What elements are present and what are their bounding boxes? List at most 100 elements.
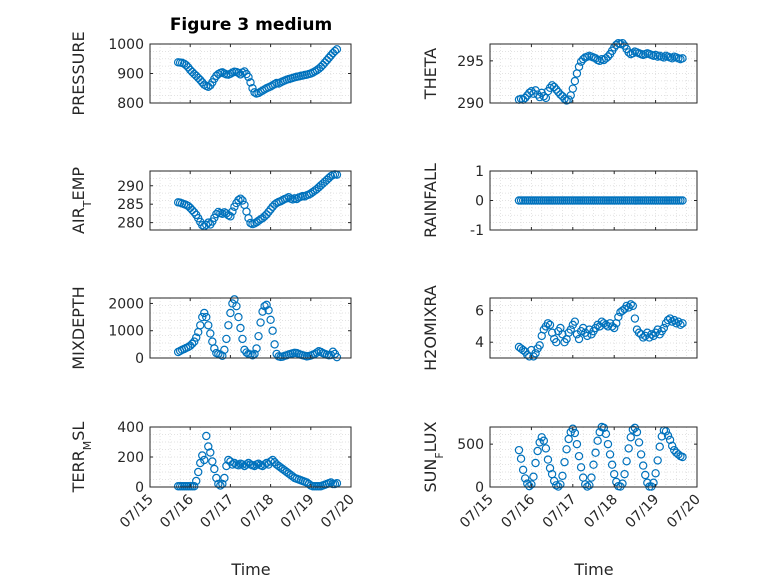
data-point	[589, 460, 598, 469]
data-point	[591, 448, 600, 457]
data-point	[556, 480, 565, 489]
data-point	[234, 195, 243, 205]
data-point	[232, 301, 241, 311]
data-point	[254, 331, 263, 341]
data-point	[218, 479, 227, 489]
data-point	[254, 459, 263, 468]
y-axis-label-subscript: T	[81, 200, 94, 208]
data-point	[270, 340, 279, 349]
data-point	[527, 480, 536, 489]
data-point	[605, 450, 615, 459]
y-axis-label-rest: LUX	[421, 421, 440, 452]
series-markers	[173, 45, 342, 98]
data-point	[525, 481, 534, 491]
data-point	[618, 38, 627, 48]
data-point	[607, 460, 617, 469]
data-point	[204, 321, 213, 330]
data-point	[208, 457, 217, 466]
data-point	[244, 72, 253, 82]
data-point	[552, 338, 561, 347]
data-point	[545, 320, 555, 330]
data-point	[612, 477, 621, 487]
data-point	[630, 423, 640, 433]
data-point	[630, 314, 640, 323]
data-point	[663, 431, 673, 440]
data-point	[533, 446, 542, 456]
data-point	[222, 334, 231, 344]
data-point	[262, 300, 271, 310]
data-point	[218, 209, 227, 218]
data-point	[226, 212, 235, 221]
data-point	[248, 84, 257, 93]
data-point	[560, 94, 569, 103]
data-point	[558, 471, 567, 481]
data-point	[212, 209, 221, 219]
data-point	[638, 461, 648, 470]
data-point	[601, 429, 611, 439]
data-point	[210, 344, 219, 353]
data-point	[568, 84, 578, 93]
data-point	[657, 432, 667, 441]
data-point	[308, 68, 318, 77]
data-point	[549, 476, 559, 486]
data-point	[244, 213, 253, 223]
data-point	[270, 79, 279, 89]
data-point	[610, 469, 619, 479]
data-point	[190, 208, 199, 217]
data-point	[220, 345, 229, 355]
data-point	[529, 472, 538, 481]
data-point	[196, 321, 205, 330]
y-tick-label: 0	[135, 480, 144, 496]
y-axis-label-subscript: M	[81, 441, 94, 451]
figure-title: Figure 3 medium	[170, 15, 332, 35]
data-point	[587, 473, 596, 482]
data-point	[192, 333, 201, 342]
data-point	[236, 194, 245, 203]
data-point	[202, 431, 211, 441]
data-point	[284, 192, 293, 202]
data-point	[258, 307, 267, 316]
data-point	[655, 442, 664, 451]
data-point	[518, 345, 528, 355]
data-point	[636, 450, 646, 459]
data-point	[628, 49, 638, 58]
data-point	[533, 90, 542, 99]
data-point	[218, 351, 227, 361]
y-tick-label: 285	[117, 197, 144, 213]
data-point	[659, 53, 669, 62]
data-point	[578, 323, 588, 333]
data-point	[262, 210, 271, 219]
data-point	[678, 319, 687, 328]
grid	[149, 426, 352, 488]
data-point	[570, 317, 580, 326]
data-point	[624, 444, 633, 453]
y-tick-label: 900	[117, 67, 144, 83]
data-point	[200, 455, 209, 465]
data-point	[647, 330, 656, 339]
data-point	[234, 461, 243, 470]
data-point	[667, 317, 677, 326]
axes-box	[149, 170, 352, 231]
data-point	[543, 455, 553, 464]
data-point	[612, 40, 621, 50]
data-point	[194, 467, 203, 477]
data-point	[234, 68, 243, 78]
data-point	[610, 323, 619, 333]
data-point	[651, 469, 660, 478]
data-point	[628, 301, 638, 311]
data-point	[214, 69, 223, 79]
axes-box	[489, 426, 698, 488]
data-point	[626, 433, 635, 442]
data-point	[568, 424, 578, 433]
data-point	[599, 423, 609, 433]
data-point	[236, 323, 245, 333]
data-point	[268, 326, 277, 335]
data-point	[238, 196, 247, 205]
data-point	[552, 85, 561, 94]
data-point	[570, 428, 580, 438]
y-tick-label: 290	[117, 179, 144, 195]
data-point	[626, 300, 635, 309]
data-point	[620, 469, 629, 479]
x-axis-label-right: Time	[573, 560, 613, 579]
data-point	[238, 68, 247, 77]
